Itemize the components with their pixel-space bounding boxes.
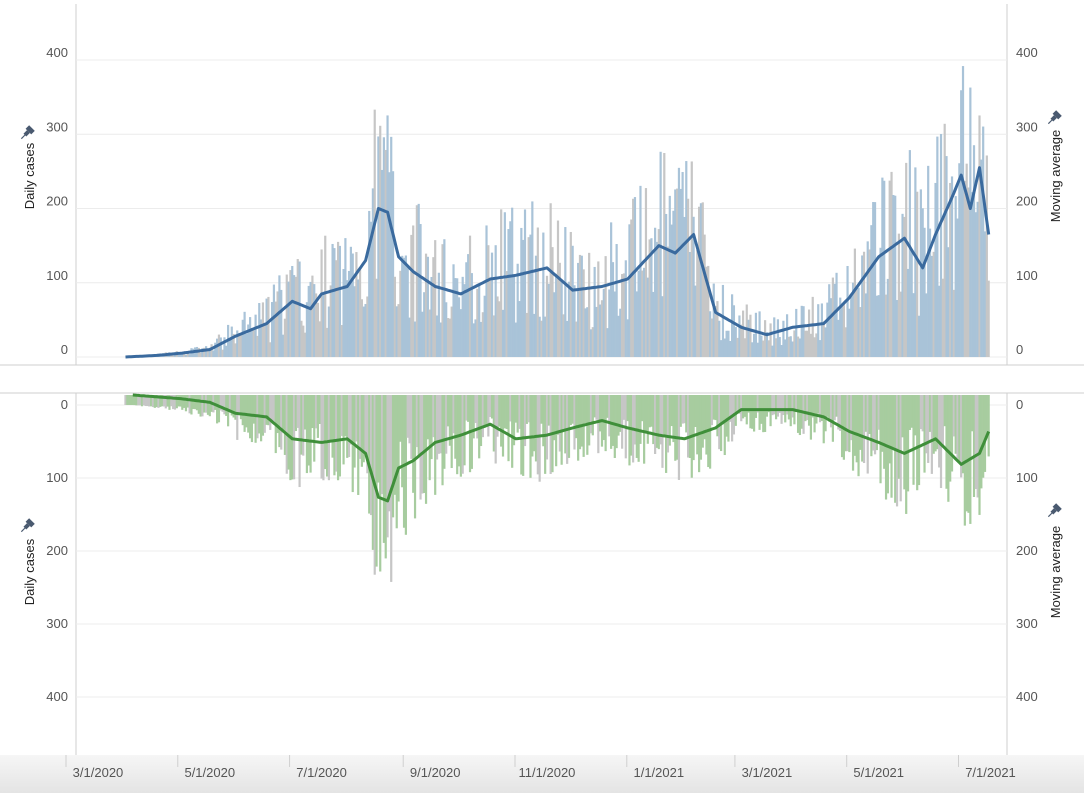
x-tick-label: 7/1/2020	[296, 765, 347, 780]
y-tick-label: 100	[46, 470, 68, 485]
x-tick-label: 5/1/2021	[853, 765, 904, 780]
y-tick-label: 200	[1016, 543, 1038, 558]
pin-icon[interactable]	[19, 518, 35, 534]
x-tick-label: 7/1/2021	[965, 765, 1016, 780]
y-tick-label: 300	[1016, 119, 1038, 134]
x-tick-label: 5/1/2020	[184, 765, 235, 780]
x-tick-label: 11/1/2020	[519, 765, 576, 780]
pin-icon[interactable]	[1046, 110, 1062, 126]
bottom-right-axis-title: Moving average	[1048, 526, 1063, 619]
x-tick-label: 1/1/2021	[633, 765, 684, 780]
bottom-bars	[124, 395, 989, 582]
bottom-left-axis-title: Daily cases	[22, 538, 37, 605]
y-tick-label: 200	[46, 543, 68, 558]
y-tick-label: 100	[1016, 268, 1038, 283]
y-tick-label: 100	[46, 268, 68, 283]
y-tick-label: 0	[1016, 397, 1023, 412]
y-tick-label: 300	[46, 119, 68, 134]
tick-labels: 0 0 100 100 200 200 300 300 400 400 0 0 100 100 200 200…	[46, 45, 1037, 704]
y-tick-label: 100	[1016, 470, 1038, 485]
y-tick-label: 200	[1016, 194, 1038, 209]
y-tick-label: 300	[46, 616, 68, 631]
x-tick-label: 3/1/2021	[742, 765, 793, 780]
y-tick-label: 0	[1016, 342, 1023, 357]
top-right-axis-title: Moving average	[1048, 130, 1063, 223]
y-tick-label: 300	[1016, 616, 1038, 631]
y-tick-label: 400	[1016, 45, 1038, 60]
bar	[988, 281, 990, 357]
y-tick-label: 0	[61, 342, 68, 357]
y-tick-label: 400	[46, 45, 68, 60]
top-left-axis-title: Daily cases	[22, 142, 37, 209]
x-axis: 3/1/2020 5/1/2020 7/1/2020 9/1/2020 11/1/202…	[0, 755, 1084, 793]
y-tick-label: 200	[46, 194, 68, 209]
y-tick-label: 400	[1016, 689, 1038, 704]
y-tick-label: 400	[46, 689, 68, 704]
x-tick-label: 3/1/2020	[73, 765, 124, 780]
bar	[988, 395, 990, 456]
pin-icon[interactable]	[19, 125, 35, 141]
y-tick-label: 0	[61, 397, 68, 412]
x-tick-label: 9/1/2020	[410, 765, 461, 780]
pin-icon[interactable]	[1046, 503, 1062, 519]
top-bars	[126, 66, 990, 357]
